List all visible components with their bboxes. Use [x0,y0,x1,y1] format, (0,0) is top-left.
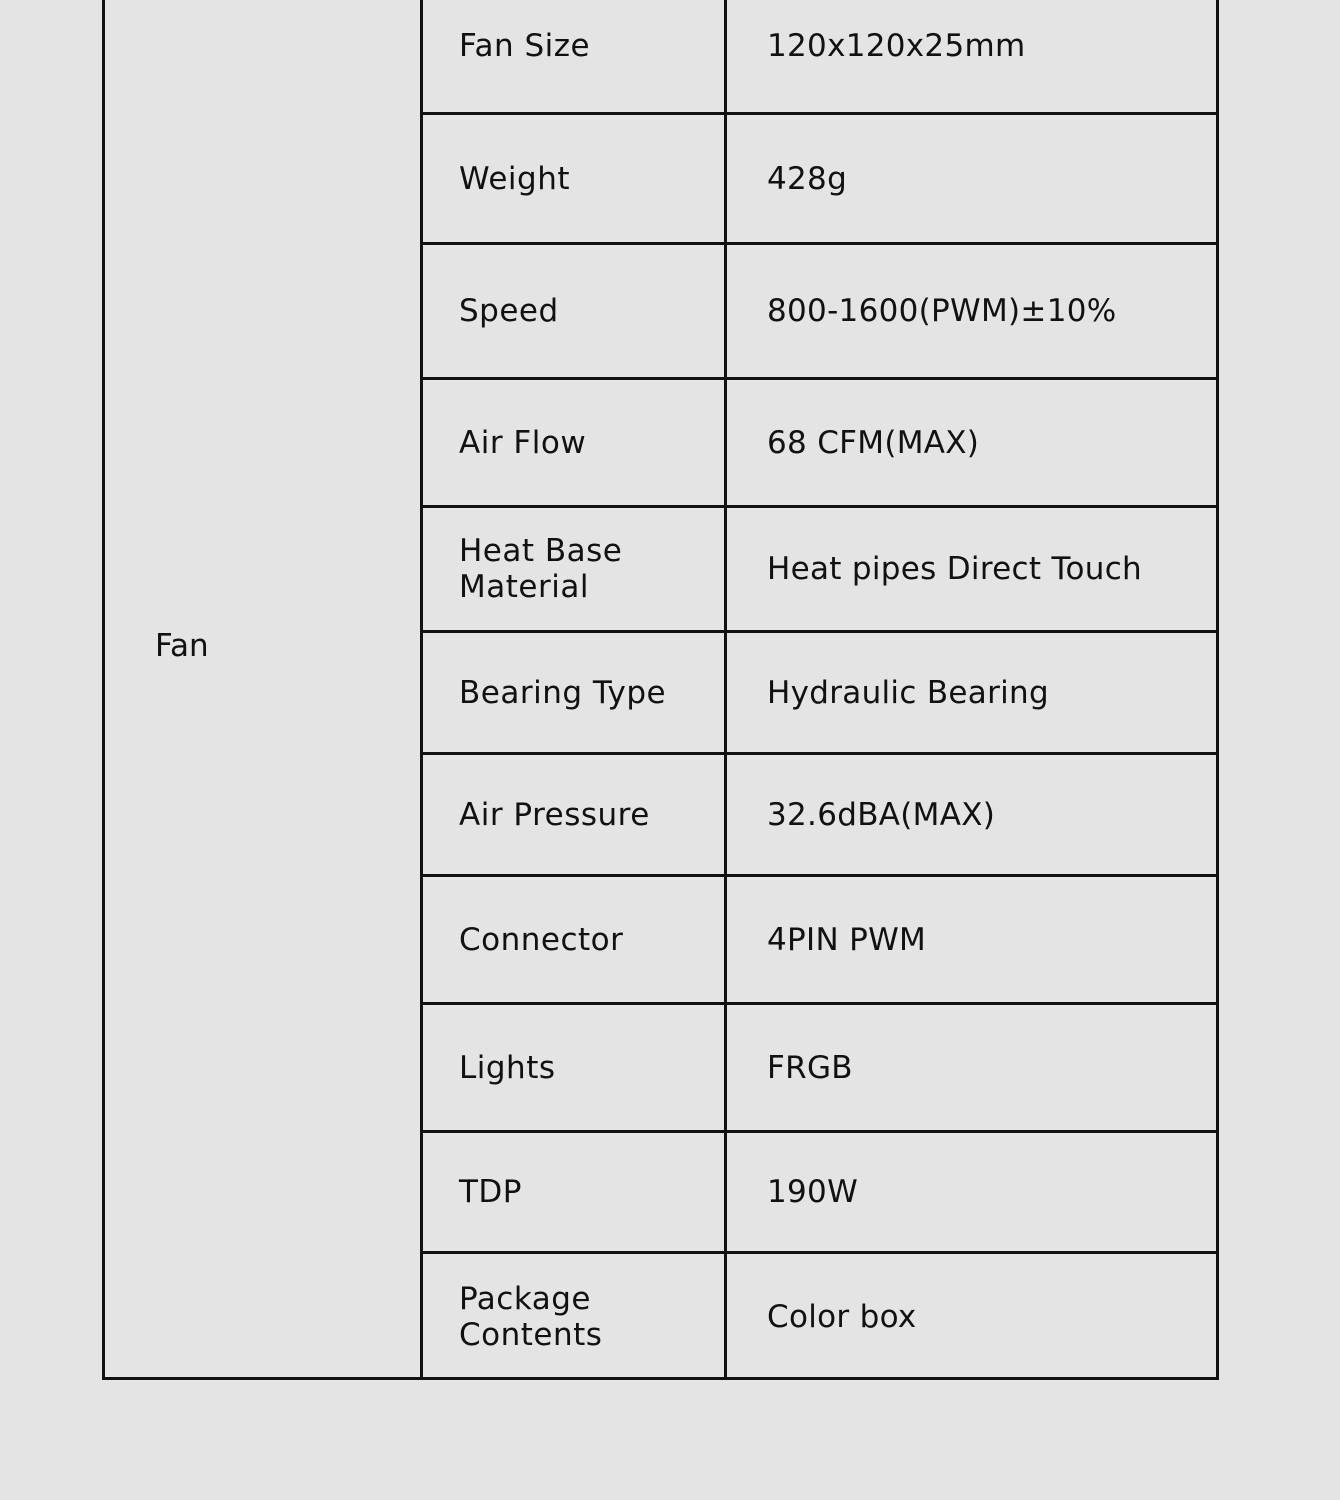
spec-table: Fan Fan Size 120x120x25mm Weight 428g Speed 8… [102,0,1219,1380]
spec-label: Heat Base Material [423,508,727,630]
spec-value: 4PIN PWM [767,921,927,958]
spec-value: 800-1600(PWM)±10% [767,293,1117,329]
group-label: Fan [155,628,209,664]
spec-label: Connector [423,877,727,1002]
table-row: Package Contents Color box [423,1254,1219,1380]
table-row: TDP 190W [423,1133,1219,1254]
table-row: Connector 4PIN PWM [423,877,1219,1005]
spec-label: Speed [423,245,727,377]
table-row: Weight 428g [423,115,1219,245]
spec-value: 428g [767,160,848,197]
spec-value: 190W [767,1174,859,1210]
spec-value: Hydraulic Bearing [767,674,1049,711]
table-row: Air Pressure 32.6dBA(MAX) [423,755,1219,877]
spec-value: Color box [767,1299,917,1335]
group-cell: Fan [105,0,423,1377]
spec-value: FRGB [767,1049,853,1086]
spec-label: Air Pressure [423,755,727,874]
spec-value: Heat pipes Direct Touch [767,551,1142,587]
spec-label: Package Contents [423,1254,727,1380]
table-row: Air Flow 68 CFM(MAX) [423,380,1219,508]
table-row: Lights FRGB [423,1005,1219,1133]
table-row: Fan Size 120x120x25mm [423,0,1219,115]
spec-label: TDP [423,1133,727,1251]
spec-label: Fan Size [423,0,727,112]
table-row: Speed 800-1600(PWM)±10% [423,245,1219,380]
table-row: Heat Base Material Heat pipes Direct Touc… [423,508,1219,633]
spec-label: Air Flow [423,380,727,505]
spec-label: Weight [423,115,727,242]
spec-label: Lights [423,1005,727,1130]
spec-value: 120x120x25mm [767,28,1026,64]
spec-label: Bearing Type [423,633,727,752]
spec-value: 68 CFM(MAX) [767,424,980,461]
table-row: Bearing Type Hydraulic Bearing [423,633,1219,755]
spec-value: 32.6dBA(MAX) [767,796,996,833]
